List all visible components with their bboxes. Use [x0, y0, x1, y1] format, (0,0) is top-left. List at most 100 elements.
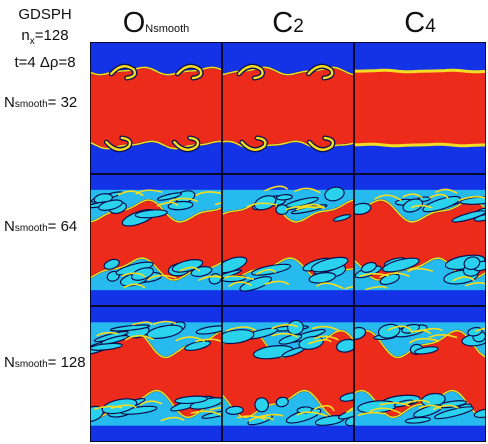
nx-value: =128: [34, 27, 69, 44]
mixing-filament: [417, 327, 443, 333]
mixing-filament: [195, 191, 222, 197]
mixing-filament: [271, 332, 299, 338]
mixing-blob: [308, 272, 337, 284]
mixing-filament: [407, 267, 433, 273]
mixing-filament: [357, 411, 385, 416]
mixing-blob: [103, 258, 120, 270]
mixing-blob: [287, 319, 304, 336]
row-label-32: Nsmooth= 32: [4, 94, 78, 111]
mixing-filament: [403, 399, 430, 405]
mixing-blob: [98, 199, 123, 211]
mixing-blob: [275, 194, 293, 201]
nx-base: n: [21, 27, 30, 44]
row-label-128: Nsmooth= 128: [4, 354, 86, 371]
mixing-blob: [404, 416, 431, 424]
row-label-64: Nsmooth= 64: [4, 218, 78, 235]
mixing-filament: [94, 405, 123, 410]
mixing-filament: [428, 333, 458, 339]
mixing-filament: [139, 400, 163, 406]
mixing-blob: [171, 259, 204, 273]
mixing-filament: [365, 285, 388, 291]
mixing-blob: [339, 392, 354, 402]
mixing-filament: [214, 202, 222, 206]
mixing-blob: [239, 276, 273, 292]
mixing-blob: [463, 256, 481, 271]
mixing-filament: [285, 205, 317, 211]
mixing-filament: [316, 282, 344, 289]
mixing-blob: [360, 261, 377, 273]
mixing-filament: [409, 337, 440, 344]
vortex-roll-edge: [237, 65, 264, 80]
mixing-filament: [387, 325, 413, 333]
mixing-filament: [402, 193, 423, 199]
band-edge-bottom: [354, 389, 486, 419]
column-header-main: C: [272, 7, 294, 39]
nx-sub: x: [29, 36, 35, 47]
panel-border: [90, 174, 222, 306]
band-edge-bottom: [354, 142, 486, 148]
mixing-blob: [310, 256, 349, 273]
panel-border: [222, 174, 354, 306]
band-edge-top: [222, 199, 354, 223]
mixing-filament: [125, 334, 154, 341]
mixing-filament: [379, 402, 410, 407]
mixing-filament: [236, 415, 266, 421]
panel-border: [222, 42, 354, 174]
mixing-blob: [254, 397, 270, 413]
panel-r2-c3: [354, 174, 486, 306]
simulation-panel-grid: [90, 42, 486, 442]
mixing-blob: [433, 406, 475, 420]
mixing-filament: [369, 407, 401, 414]
mixing-blob: [324, 186, 345, 202]
column-header-c4: C4: [354, 4, 486, 42]
mixing-filament: [458, 195, 486, 202]
panel-border: [354, 42, 486, 174]
mixing-filament: [314, 404, 335, 412]
vortex-roll-edge: [105, 136, 132, 151]
resolution-label: nx=128: [0, 25, 90, 52]
mixing-blob: [413, 346, 439, 355]
column-header-onsmooth: ONsmooth: [90, 4, 222, 42]
mixing-filament: [429, 193, 449, 200]
panel-border: [354, 306, 486, 442]
mixing-filament: [195, 338, 221, 343]
panel-r2-c1: [90, 174, 222, 306]
panel-border: [222, 306, 354, 442]
mixing-filament: [294, 187, 321, 194]
mixing-filament: [169, 197, 199, 202]
mixing-blob: [332, 214, 352, 222]
simulation-info: GDSPH nx=128 t=4 Δρ=8: [0, 4, 90, 73]
column-header-main: O: [122, 7, 146, 39]
mixing-filament: [264, 185, 288, 192]
mixing-filament: [311, 325, 339, 332]
mixing-filament: [346, 408, 354, 413]
mixing-filament: [132, 321, 153, 326]
mixing-filament: [435, 188, 458, 194]
panel-r2-c2: [222, 174, 354, 306]
mixing-blob: [354, 202, 372, 215]
vortex-roll-edge: [173, 136, 200, 151]
mixing-blob: [275, 396, 289, 408]
panel-border: [90, 42, 222, 174]
mixing-blob: [381, 257, 420, 273]
column-header-c2: C2: [222, 4, 354, 42]
mixing-filament: [314, 335, 339, 341]
vortex-roll-edge: [308, 136, 335, 151]
column-header-sub: 2: [293, 16, 304, 37]
mixing-blob: [134, 209, 168, 219]
mixing-filament: [308, 339, 332, 345]
mixing-filament: [374, 194, 402, 201]
panel-border: [90, 306, 222, 442]
mixing-filament: [264, 280, 290, 286]
mixing-filament: [96, 331, 119, 337]
vortex-roll-edge: [240, 136, 267, 151]
mixing-blob: [336, 338, 354, 353]
mixing-filament: [271, 323, 298, 330]
panel-r1-c1: [90, 42, 222, 174]
mixing-filament: [452, 276, 475, 282]
mixing-blob: [130, 267, 155, 281]
mixing-blob: [146, 324, 183, 339]
mixing-filament: [256, 268, 276, 275]
mixing-blob: [402, 198, 424, 213]
column-header-main: C: [404, 7, 426, 39]
